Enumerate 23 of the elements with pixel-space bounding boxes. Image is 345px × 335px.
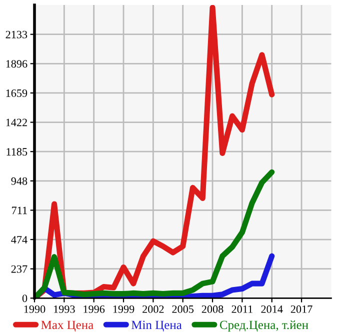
y-tick-label: 0	[22, 294, 28, 302]
y-tick-label: 948	[11, 177, 28, 185]
legend-label: Сред.Цена, т.йен	[220, 320, 308, 332]
y-tick-label: 711	[12, 206, 27, 214]
y-tick-label: 237	[11, 265, 28, 273]
x-tick-label: 1993	[54, 305, 75, 313]
y-tick-label: 1185	[6, 148, 28, 156]
y-tick-label: 2133	[6, 30, 28, 38]
x-tick-label: 1999	[113, 305, 134, 313]
y-tick-label: 1659	[6, 89, 28, 97]
y-tick-label: 474	[11, 236, 28, 244]
x-tick-label: 2005	[172, 305, 194, 313]
legend-label: Min Цена	[132, 320, 182, 332]
x-tick-label: 2014	[261, 305, 283, 313]
legend-label: Max Цена	[41, 320, 94, 332]
x-tick-label: 1990	[24, 305, 46, 313]
x-tick-label: 2017	[290, 305, 312, 313]
x-tick-label: 2002	[142, 305, 164, 313]
x-tick-label: 1996	[84, 305, 105, 313]
x-tick-label: 2011	[232, 305, 252, 313]
x-tick-label: 2008	[202, 305, 224, 313]
y-tick-label: 1896	[6, 60, 28, 68]
y-tick-label: 1422	[6, 118, 27, 126]
